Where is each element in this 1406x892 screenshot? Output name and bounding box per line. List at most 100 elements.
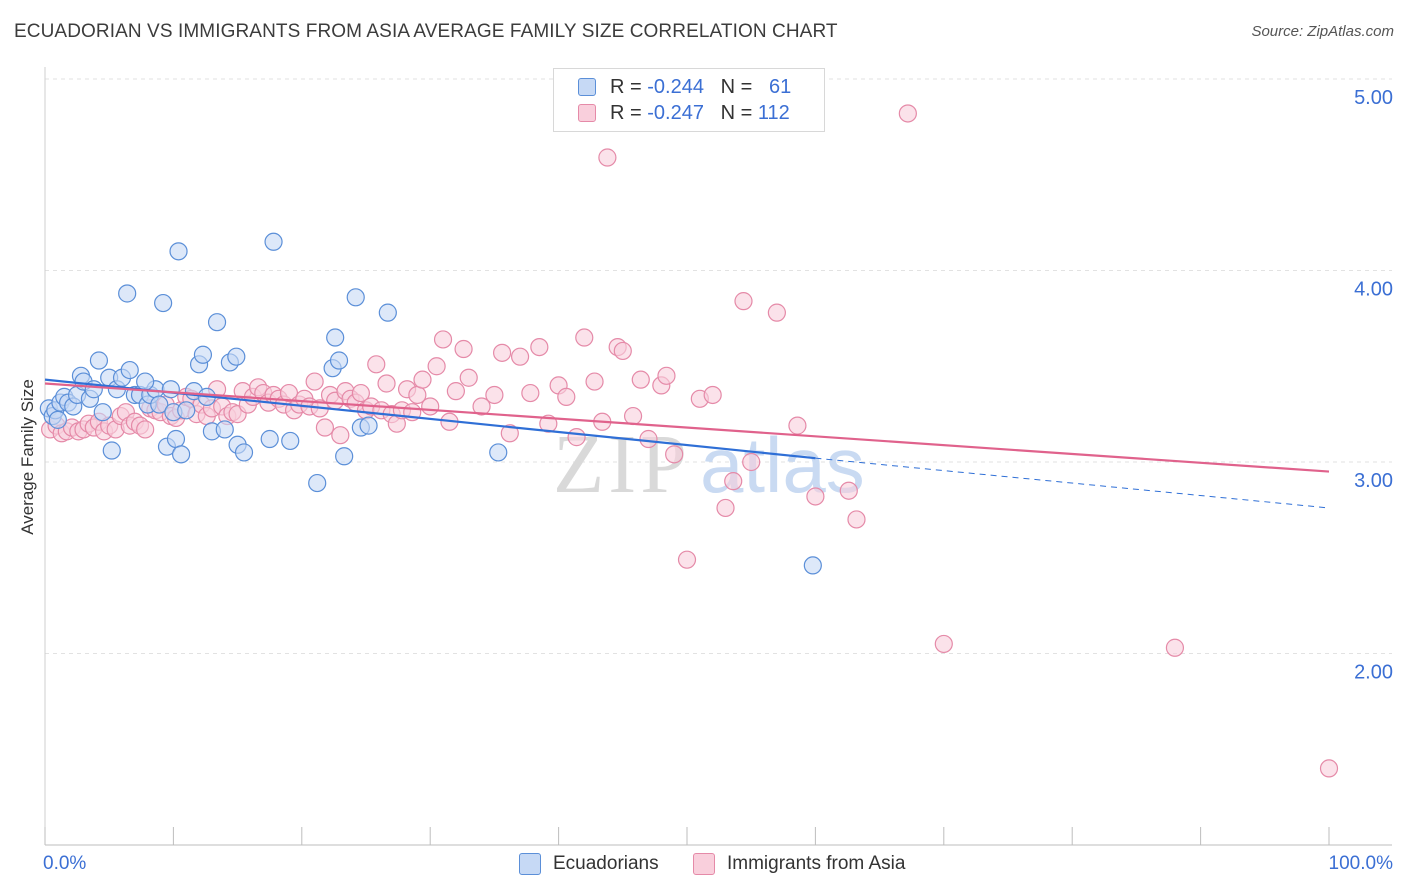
asia-point xyxy=(539,414,558,433)
ecuadorian-point xyxy=(326,328,345,347)
r-label: R = xyxy=(610,75,642,98)
asia-point xyxy=(623,406,643,426)
asia-point xyxy=(575,328,594,347)
asia-point xyxy=(631,370,650,389)
asia-point xyxy=(427,357,446,376)
asia-point xyxy=(788,416,807,435)
y-tick-label: 2.00 xyxy=(1354,662,1393,684)
legend-row-immigrants-from-asia: R = -0.247 N = 112 xyxy=(578,100,790,126)
x-tick-label: 100.0% xyxy=(1329,853,1394,874)
asia-point xyxy=(716,498,735,518)
asia-point xyxy=(500,424,519,443)
asia-trend-line xyxy=(44,382,1330,473)
asia-point xyxy=(315,418,335,437)
bottom-legend-ecuadorians: Ecuadorians xyxy=(519,851,659,877)
asia-point xyxy=(421,397,440,416)
ecuadorian-point xyxy=(169,242,188,261)
tick-labels: 2.00 3.00 4.00 5.00 0.0% 100.0% xyxy=(43,87,1393,874)
ecuadorian-point xyxy=(48,410,67,429)
ecuadorian-point xyxy=(89,351,109,370)
asia-point xyxy=(530,338,549,357)
asia-point xyxy=(521,383,540,403)
ecuadorian-point xyxy=(227,347,246,366)
ecuadorians-points xyxy=(39,232,822,575)
ecuadorian-point xyxy=(281,431,300,451)
trend-lines xyxy=(44,378,1330,509)
asia-point xyxy=(557,387,576,406)
asia-point xyxy=(493,343,512,362)
asia-point xyxy=(806,487,825,506)
asia-point xyxy=(472,397,491,416)
asia-point xyxy=(742,452,761,472)
r-label: R = xyxy=(610,101,642,124)
asia-point xyxy=(898,104,917,123)
pink-swatch-icon xyxy=(693,853,715,875)
n-value: 61 xyxy=(769,75,792,98)
ecuadorian-point xyxy=(346,288,365,307)
bottom-legend-immigrants-from-asia: Immigrants from Asia xyxy=(693,851,905,877)
blue-swatch-icon xyxy=(519,853,541,875)
r-value: -0.247 xyxy=(647,101,704,124)
ecuadorian-point xyxy=(359,416,378,435)
ecuadorian-point xyxy=(161,380,180,399)
asia-point xyxy=(485,385,504,405)
asia-point xyxy=(305,372,324,391)
series-name: Ecuadorians xyxy=(553,853,659,874)
asia-point xyxy=(677,550,697,569)
asia-point xyxy=(703,385,722,405)
x-tick-label: 0.0% xyxy=(43,853,86,874)
axes xyxy=(44,67,1392,846)
asia-point xyxy=(351,383,370,403)
ecuadorian-point xyxy=(177,401,196,420)
ecuadorian-point xyxy=(207,313,227,332)
chart-source: Source: ZipAtlas.com xyxy=(1251,23,1394,40)
ecuadorian-point xyxy=(803,556,822,575)
legend-row-ecuadorians: R = -0.244 N = 61 xyxy=(578,74,791,100)
immigrants-from-asia-points xyxy=(41,104,1339,778)
asia-point xyxy=(433,330,453,349)
asia-point xyxy=(1319,759,1339,778)
ecuadorian-point xyxy=(193,345,213,364)
ecuadorian-point xyxy=(335,447,354,466)
ecuadorian-point xyxy=(120,360,139,380)
ecuadorian-point xyxy=(308,473,327,493)
y-tick-label: 5.00 xyxy=(1354,87,1393,109)
ecuadorian-point xyxy=(166,429,186,449)
ecuadorian-point xyxy=(260,429,279,449)
pink-swatch-icon xyxy=(578,104,596,122)
asia-point xyxy=(847,510,866,529)
asia-point xyxy=(934,634,953,654)
asia-point xyxy=(459,368,478,387)
asia-point xyxy=(734,292,753,311)
ecuadorian-point xyxy=(136,372,155,391)
watermark: ZIP atlas xyxy=(553,418,865,511)
asia-point xyxy=(839,481,858,500)
asia-point xyxy=(136,420,155,439)
ecuadorian-point xyxy=(118,284,137,303)
ecuadorian-point xyxy=(154,293,173,313)
asia-point xyxy=(567,428,586,447)
asia-point xyxy=(585,372,604,391)
ecuadorian-point xyxy=(234,443,254,462)
asia-point xyxy=(454,339,473,359)
asia-point xyxy=(665,445,684,464)
ecuadorian-point xyxy=(215,420,234,439)
asia-point xyxy=(613,341,632,361)
n-label: N = xyxy=(720,75,753,98)
grid-lines xyxy=(45,78,1392,654)
ecuadorian-point xyxy=(489,443,508,462)
asia-point xyxy=(331,426,350,445)
ecuadorian-point xyxy=(150,395,169,414)
ecuadorian-point xyxy=(378,303,397,322)
ecuadorian-point xyxy=(329,351,349,370)
asia-point xyxy=(1165,638,1185,657)
r-value: -0.244 xyxy=(647,75,704,98)
asia-point xyxy=(724,472,743,491)
ecuadorian-point xyxy=(172,445,191,464)
series-name: Immigrants from Asia xyxy=(727,853,906,874)
asia-point xyxy=(377,374,396,393)
asia-point xyxy=(657,366,676,385)
asia-point xyxy=(598,148,617,167)
y-tick-label: 4.00 xyxy=(1354,279,1393,301)
